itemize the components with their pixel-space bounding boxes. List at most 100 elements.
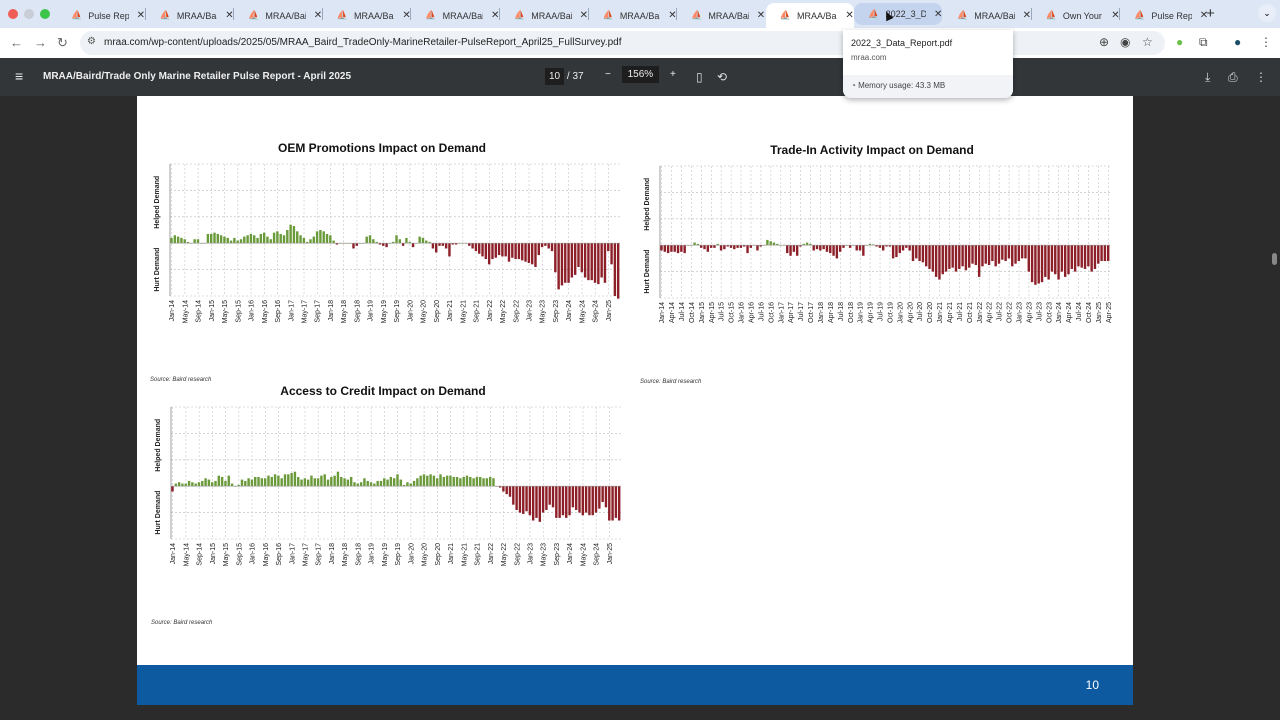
maximize-window-button[interactable] [40, 9, 50, 19]
bar [1057, 245, 1060, 280]
zoom-in-button[interactable]: + [669, 69, 676, 80]
bar [432, 475, 436, 487]
x-tick-label: Jan-15 [699, 302, 706, 324]
browser-tab[interactable]: ⛵ Pulse Report ✕ [57, 3, 145, 28]
more-actions-icon[interactable]: ⋮ [1255, 70, 1267, 84]
document-title: MRAA/Baird/Trade Only Marine Retailer Pu… [43, 71, 352, 82]
browser-tab[interactable]: ⛵ MRAA/Baird ✕ [943, 3, 1031, 28]
bar [439, 474, 442, 487]
browser-tab[interactable]: ⛵ MRAA/Baird ✕ [323, 3, 411, 28]
tab-close-icon[interactable]: ✕ [1199, 10, 1209, 21]
zoom-out-button[interactable]: − [605, 69, 611, 80]
tab-close-icon[interactable]: ✕ [756, 10, 766, 21]
hover-card-domain: mraa.com [851, 53, 887, 62]
tab-close-icon[interactable]: ✕ [491, 10, 500, 21]
tab-close-icon[interactable]: ✕ [845, 10, 854, 21]
x-tick-label: Jan-20 [408, 543, 415, 565]
scrollbar-thumb[interactable] [1272, 253, 1277, 265]
eye-icon[interactable]: ◉ [1120, 35, 1131, 49]
bar [289, 224, 292, 244]
browser-tab[interactable]: ⛵ MRAA/Baird ✕ [234, 3, 322, 28]
extension-icon[interactable]: ● [1176, 35, 1184, 49]
bar [272, 232, 276, 244]
bar [931, 245, 935, 272]
bar [315, 231, 319, 244]
forward-button[interactable]: → [34, 35, 47, 50]
bar [283, 474, 287, 487]
x-tick-label: Apr-22 [987, 302, 994, 323]
bar [809, 243, 812, 246]
browser-menu-icon[interactable]: ⋮ [1260, 35, 1272, 49]
bar [501, 243, 504, 257]
fit-page-icon[interactable]: ▯ [696, 70, 703, 84]
bar [395, 235, 398, 244]
tab-close-icon[interactable]: ✕ [402, 10, 411, 21]
tab-close-icon[interactable]: ✕ [579, 10, 588, 21]
x-tick-label: May-19 [381, 300, 388, 323]
download-icon[interactable]: ⤓ [1205, 70, 1211, 84]
bar [819, 245, 822, 251]
browser-tab[interactable]: ⛵ Own Your ✕ [1032, 3, 1120, 28]
bar [719, 245, 723, 251]
browser-tab[interactable]: ⛵ MRAA/Baird ✕ [500, 3, 588, 28]
bar [954, 245, 958, 272]
x-tick-label: Apr-15 [709, 302, 716, 323]
new-tab-button[interactable]: + [1206, 5, 1215, 22]
bar [441, 243, 445, 246]
back-button[interactable]: ← [10, 35, 23, 50]
browser-tab[interactable]: ⛵ MRAA/Baird ✕ [589, 3, 677, 28]
tab-close-icon[interactable]: ✕ [1022, 10, 1031, 21]
browser-tab[interactable]: ⛵ MRAA/Baird ✕ [765, 3, 854, 28]
close-window-button[interactable] [8, 9, 18, 19]
x-tick-label: Sep-22 [514, 543, 521, 566]
bar [1090, 245, 1093, 272]
tab-close-icon[interactable]: ✕ [313, 10, 323, 21]
extensions-puzzle-icon[interactable]: ⧉ [1199, 35, 1208, 49]
bar [971, 245, 974, 264]
bar [282, 235, 286, 244]
print-icon[interactable]: ⎙ [1228, 70, 1238, 84]
bar [187, 480, 191, 487]
tab-close-icon[interactable]: ✕ [668, 10, 677, 21]
tab-close-icon[interactable]: ✕ [934, 8, 943, 20]
bar [1073, 245, 1077, 272]
tab-close-icon[interactable]: ✕ [136, 10, 145, 21]
bar [528, 486, 532, 516]
bar [412, 480, 416, 487]
tab-search-button[interactable]: ⌄ [1258, 4, 1276, 22]
x-tick-label: Jan-23 [1017, 302, 1024, 324]
zoom-icon[interactable]: ⊕ [1099, 35, 1110, 49]
x-tick-label: Sep-15 [236, 543, 243, 566]
page-number-input[interactable]: 10 [545, 68, 565, 85]
browser-tab[interactable]: ⛵ MRAA/Baird ✕ [146, 3, 234, 28]
sidebar-menu-icon[interactable]: ≡ [15, 68, 24, 84]
tab-close-icon[interactable]: ✕ [225, 10, 234, 21]
bar [881, 245, 885, 251]
zoom-input[interactable]: 156% [621, 66, 660, 83]
x-tick-label: Jul-18 [838, 302, 845, 321]
x-tick-label: Jan-20 [407, 300, 414, 322]
bar [769, 241, 772, 246]
x-tick-label: Jan-23 [528, 543, 535, 565]
bar [676, 245, 680, 254]
site-settings-icon[interactable]: ⚙ [87, 36, 96, 47]
bar [316, 478, 320, 487]
profile-avatar[interactable]: ● [1234, 35, 1242, 49]
bookmark-star-icon[interactable]: ☆ [1142, 35, 1153, 49]
bar [739, 245, 743, 248]
bar [346, 479, 350, 487]
rotate-icon[interactable]: ⟲ [717, 70, 728, 84]
bar [436, 478, 439, 487]
browser-tab[interactable]: ⛵ MRAA/Baird ✕ [677, 3, 765, 28]
x-tick-label: Oct-18 [848, 302, 855, 323]
bar [1020, 245, 1024, 259]
x-tick-label: May-14 [183, 543, 190, 566]
tab-close-icon[interactable]: ✕ [1111, 10, 1120, 21]
minimize-window-button[interactable] [24, 9, 34, 19]
browser-tab[interactable]: ⛵ MRAA/Baird ✕ [411, 3, 499, 28]
browser-tab[interactable]: ⛵ Pulse Report ✕ [1120, 3, 1208, 28]
browser-tab[interactable]: ⛵ 2022_3_Data_Report.pdf ✕ [854, 3, 943, 25]
bar [306, 479, 310, 487]
bar [206, 233, 210, 244]
reload-button[interactable]: ↻ [57, 35, 68, 50]
